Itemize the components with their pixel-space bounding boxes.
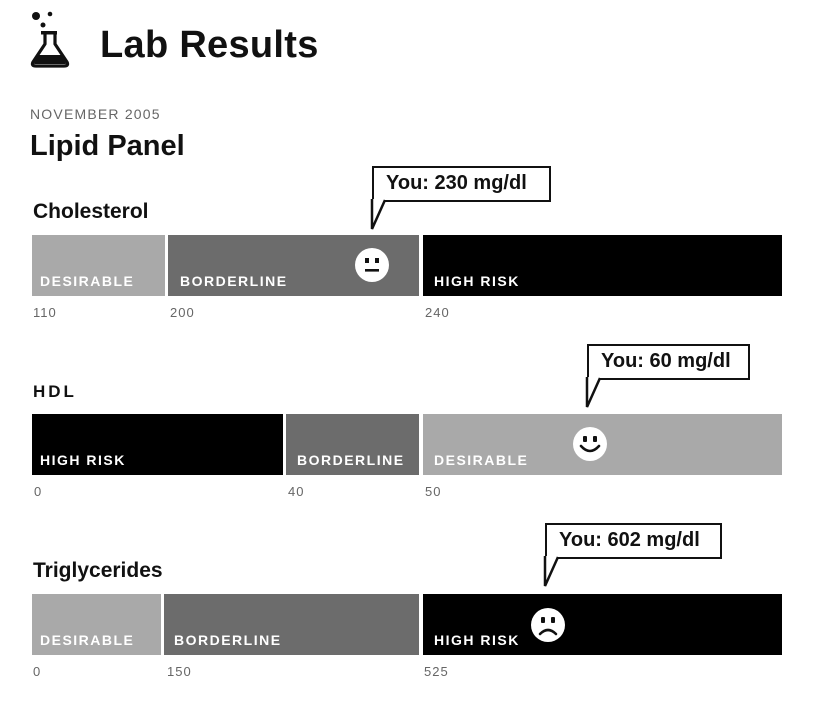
triglycerides-tick: 0 bbox=[33, 664, 42, 679]
hdl-segment-borderline: BORDERLINE bbox=[286, 414, 419, 475]
cholesterol-segment-high-risk: HIGH RISK bbox=[423, 235, 782, 296]
hdl-tick: 50 bbox=[425, 484, 442, 499]
segment-label: DESIRABLE bbox=[40, 273, 135, 289]
hdl-segment-high-risk: HIGH RISK bbox=[32, 414, 283, 475]
flask-icon bbox=[30, 11, 70, 68]
triglycerides-result-callout: You: 602 mg/dl bbox=[545, 523, 722, 559]
hdl-tick: 0 bbox=[34, 484, 43, 499]
triglycerides-label: Triglycerides bbox=[33, 559, 163, 582]
cholesterol-segment-desirable: DESIRABLE bbox=[32, 235, 165, 296]
segment-label: BORDERLINE bbox=[180, 273, 288, 289]
page-title: Lab Results bbox=[100, 24, 319, 66]
segment-label: BORDERLINE bbox=[297, 452, 405, 468]
triglycerides-segment-desirable: DESIRABLE bbox=[32, 594, 161, 655]
segment-label: DESIRABLE bbox=[434, 452, 529, 468]
triglycerides-segment-borderline: BORDERLINE bbox=[164, 594, 419, 655]
cholesterol-tick: 200 bbox=[170, 305, 195, 320]
smiley-face-icon bbox=[573, 427, 607, 461]
hdl-callout-pointer bbox=[585, 377, 602, 408]
triglycerides-callout-pointer bbox=[543, 556, 560, 587]
frown-face-icon bbox=[531, 608, 565, 642]
panel-title: Lipid Panel bbox=[30, 130, 185, 162]
triglycerides-result: You: 602 mg/dl bbox=[559, 529, 700, 551]
cholesterol-label: Cholesterol bbox=[33, 200, 149, 223]
triglycerides-segment-high-risk: HIGH RISK bbox=[423, 594, 782, 655]
cholesterol-result: You: 230 mg/dl bbox=[386, 172, 527, 194]
cholesterol-tick: 110 bbox=[33, 305, 57, 320]
segment-label: HIGH RISK bbox=[40, 452, 126, 468]
hdl-tick: 40 bbox=[288, 484, 305, 499]
segment-label: HIGH RISK bbox=[434, 273, 520, 289]
segment-label: BORDERLINE bbox=[174, 632, 282, 648]
hdl-result-callout: You: 60 mg/dl bbox=[587, 344, 750, 380]
hdl-label: HDL bbox=[33, 382, 77, 401]
cholesterol-tick: 240 bbox=[425, 305, 450, 320]
segment-label: HIGH RISK bbox=[434, 632, 520, 648]
triglycerides-tick: 150 bbox=[167, 664, 192, 679]
cholesterol-result-callout: You: 230 mg/dl bbox=[372, 166, 551, 202]
cholesterol-callout-pointer bbox=[370, 199, 387, 230]
segment-label: DESIRABLE bbox=[40, 632, 135, 648]
report-date: NOVEMBER 2005 bbox=[30, 106, 161, 122]
neutral-face-icon bbox=[355, 248, 389, 282]
hdl-result: You: 60 mg/dl bbox=[601, 350, 731, 372]
triglycerides-tick: 525 bbox=[424, 664, 449, 679]
